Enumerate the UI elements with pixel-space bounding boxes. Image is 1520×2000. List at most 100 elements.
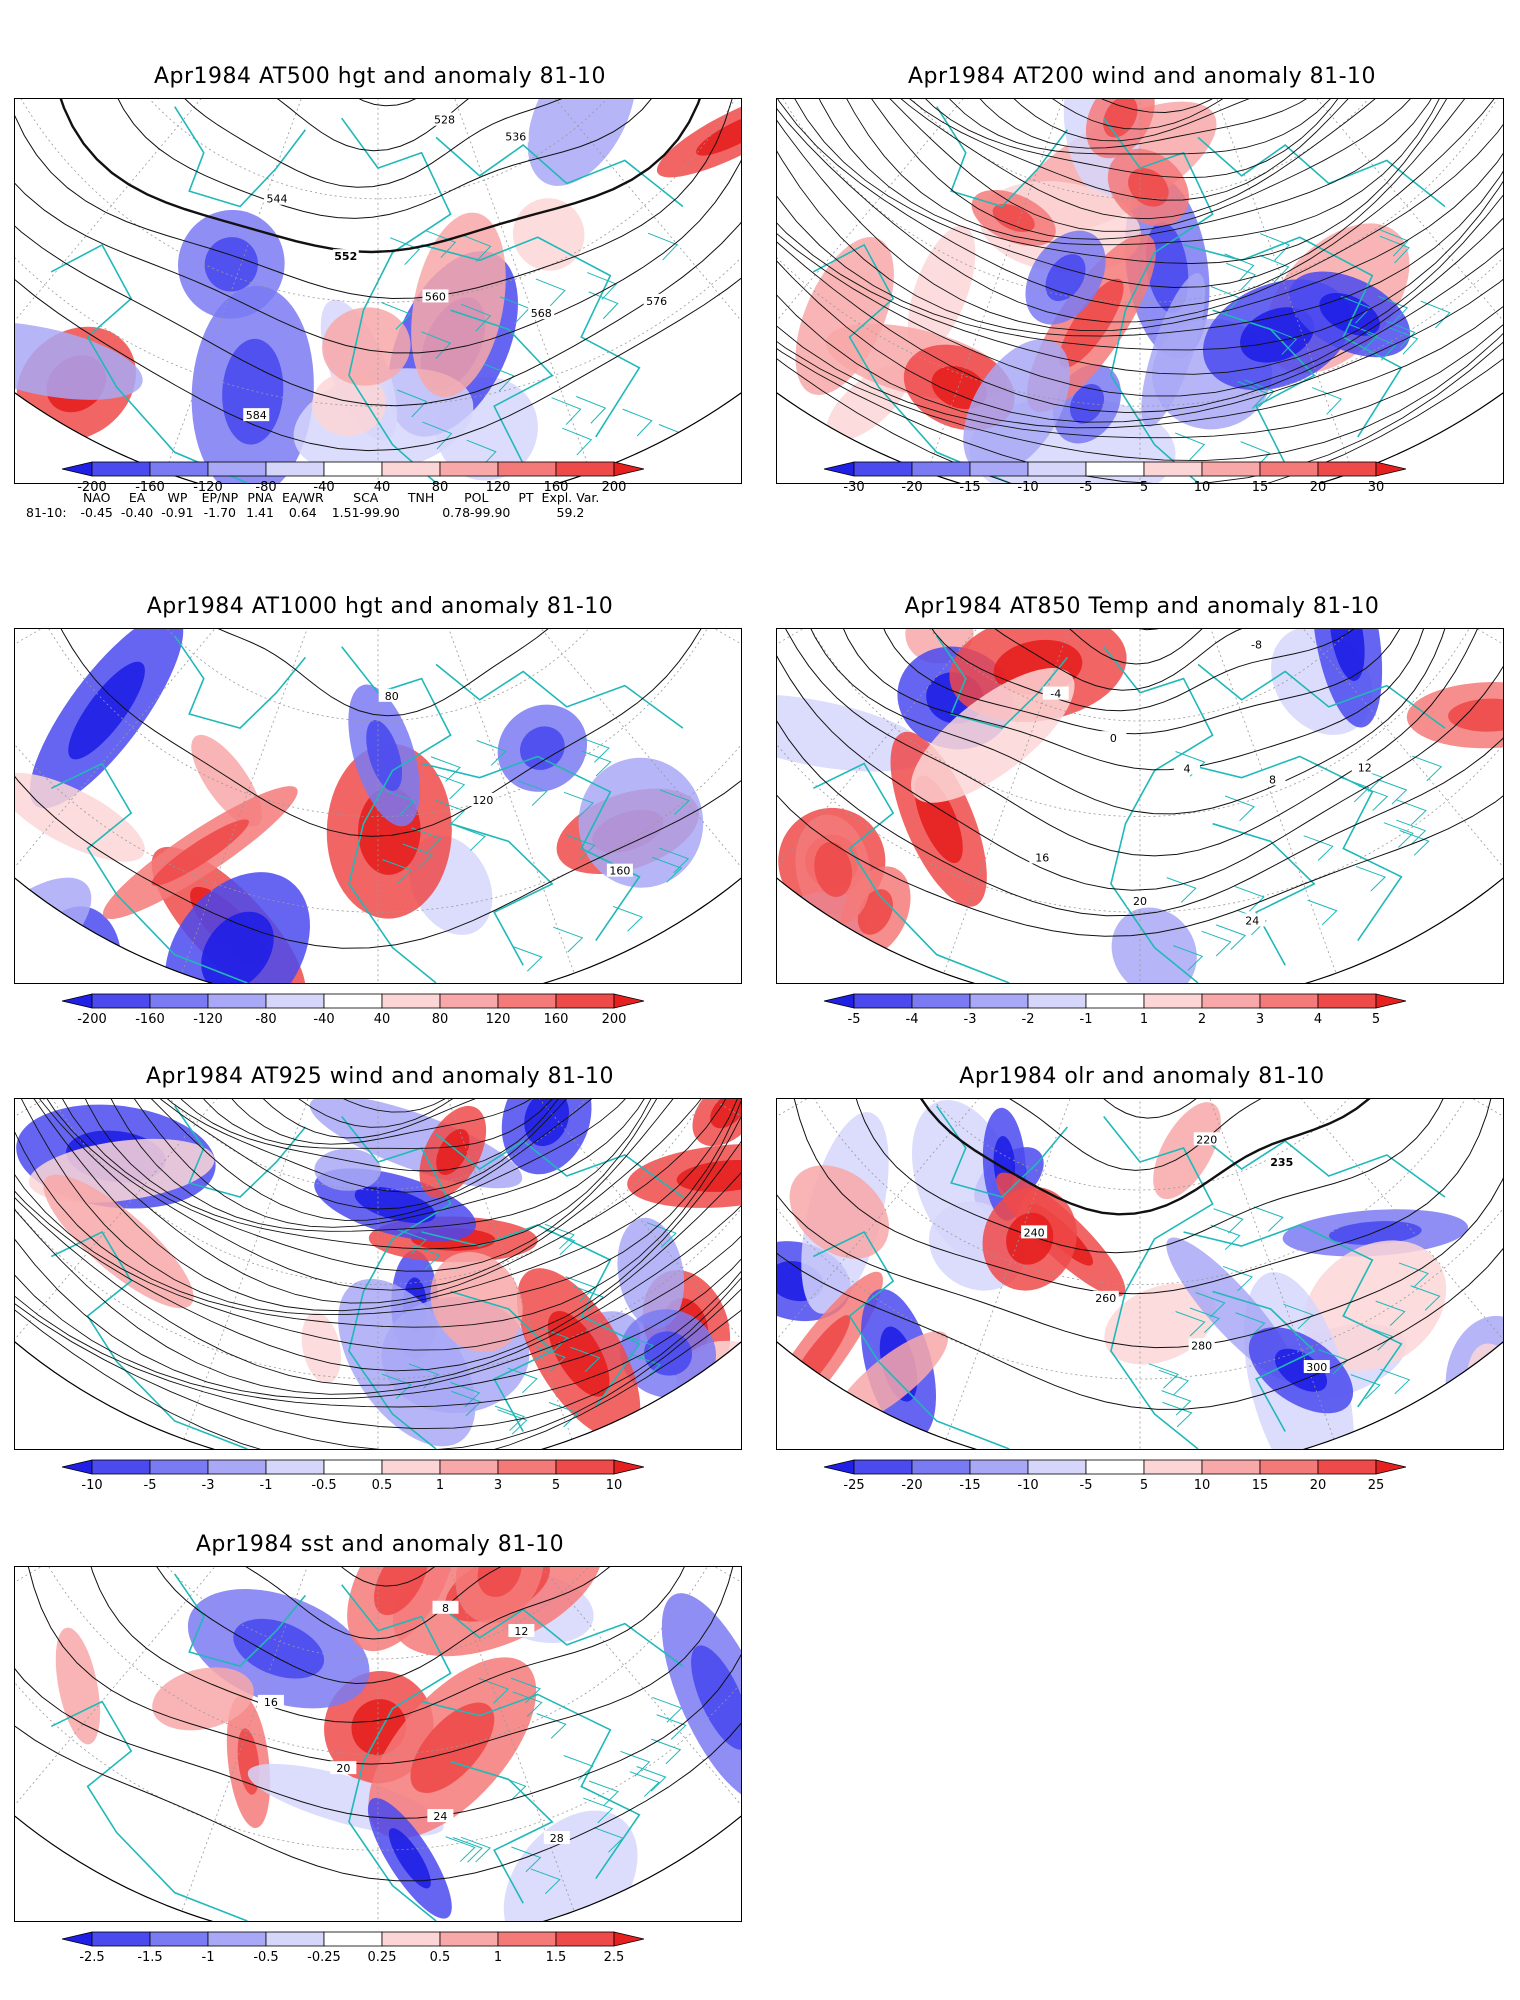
political-border <box>1339 776 1370 803</box>
political-border <box>544 1223 575 1250</box>
contour-label: 16 <box>264 1696 278 1709</box>
contour-label: 576 <box>646 295 667 308</box>
coastline <box>450 822 554 966</box>
contour-label: 20 <box>1133 895 1147 908</box>
political-border <box>1215 924 1247 951</box>
coastline <box>1212 822 1316 966</box>
meridian-line <box>15 99 379 365</box>
contour-line <box>15 629 741 837</box>
colorbar-swatch <box>149 1459 209 1475</box>
colorbar-swatch <box>1201 461 1261 477</box>
map-plot: 8 12 16 20 24 28 <box>14 1566 742 1922</box>
index-value: 1.51-99.90 <box>331 505 400 520</box>
political-border <box>430 756 461 782</box>
political-border <box>563 1755 594 1781</box>
colorbar-swatch <box>823 993 855 1009</box>
political-border <box>1396 799 1427 826</box>
colorbar-svg: -200 -160 -120 -80 -40 40 80 120 160 200 <box>61 461 645 495</box>
index-value: 0.64 <box>288 505 317 520</box>
political-border <box>1210 1224 1241 1250</box>
colorbar-swatch <box>497 461 557 477</box>
contour-line <box>170 1567 576 1587</box>
anomaly-shading <box>676 1159 741 1192</box>
colorbar-tick-label: -1 <box>260 1478 273 1493</box>
meridian-line <box>943 629 1141 974</box>
political-border <box>1253 1206 1284 1232</box>
map-plot: 220 235 240 260 280 300 <box>776 1098 1504 1450</box>
political-border <box>402 843 433 870</box>
political-border <box>512 946 543 972</box>
streamline <box>927 99 1365 113</box>
political-border <box>1222 1265 1253 1292</box>
contour-line <box>15 629 741 949</box>
contour-line <box>810 629 1461 771</box>
colorbar-swatch <box>613 1931 645 1947</box>
meridian-line <box>377 1567 741 1812</box>
colorbar-swatch <box>1375 993 1407 1009</box>
streamline <box>797 99 1469 232</box>
colorbar-swatch <box>381 461 441 477</box>
political-border <box>461 303 492 332</box>
colorbar-tick-label: -30 <box>843 480 864 495</box>
colorbar-swatch <box>265 1931 325 1947</box>
streamline <box>15 1099 741 1351</box>
streamline <box>151 1099 595 1139</box>
latitude-circle <box>777 629 1503 913</box>
anomaly-shading <box>1104 1283 1216 1365</box>
colorbar-swatch <box>1085 993 1145 1009</box>
coastline <box>1197 136 1446 208</box>
streamline <box>866 99 1416 179</box>
political-border <box>581 750 612 777</box>
coastline <box>421 755 641 941</box>
colorbar-tick-label: 10 <box>1194 1478 1211 1493</box>
anomaly-shading <box>43 1174 194 1309</box>
colorbar-svg: -2.5 -1.5 -1 -0.5 -0.25 0.25 0.5 1 1.5 2.5 <box>61 1931 645 1965</box>
contour-label: 120 <box>472 794 493 807</box>
political-border <box>562 427 593 456</box>
political-border <box>1375 1300 1406 1326</box>
colorbar-swatch <box>969 993 1029 1009</box>
anomaly-shading <box>910 668 1075 803</box>
colorbar-tick-label: -160 <box>135 1012 165 1027</box>
political-border <box>593 1827 624 1853</box>
index-header: TNH <box>407 490 435 505</box>
contour-line <box>807 1099 1480 1254</box>
panel-title: Apr1984 olr and anomaly 81-10 <box>959 1064 1325 1089</box>
coastline <box>450 309 554 465</box>
colorbar-sst: -2.5 -1.5 -1 -0.5 -0.25 0.25 0.5 1 1.5 2.5 <box>60 1931 646 1972</box>
coastline <box>174 635 307 730</box>
coastline <box>435 136 684 208</box>
coastline <box>174 1105 307 1198</box>
map-svg: 8 12 16 20 24 28 <box>15 1567 741 1921</box>
colorbar-swatch <box>323 461 383 477</box>
colorbar-swatch <box>1317 461 1377 477</box>
colorbar-swatch <box>1317 1459 1377 1475</box>
colorbar-tick-label: -10 <box>81 1478 102 1493</box>
streamline <box>127 1099 648 1172</box>
political-border <box>512 1691 543 1717</box>
anomaly-shading <box>1329 629 1365 681</box>
index-value: -1.70 <box>203 505 237 520</box>
colorbar-tick-label: 25 <box>1368 1478 1385 1493</box>
political-border <box>1358 785 1389 811</box>
anomaly-shading <box>814 842 853 897</box>
colorbar-swatch <box>853 461 913 477</box>
colorbar-tick-label: -1 <box>1080 1012 1093 1027</box>
map-plot: -8 -4 0 4 8 12 16 20 24 <box>776 628 1504 984</box>
index-header: PT <box>518 490 534 505</box>
colorbar-swatch <box>439 461 499 477</box>
latitude-circle <box>777 99 1503 303</box>
contour-label: 235 <box>1270 1156 1293 1169</box>
anomaly-shading <box>547 1311 610 1397</box>
streamline <box>15 1099 740 1291</box>
contour-label: 28 <box>550 1832 564 1845</box>
index-header: EA <box>128 490 146 505</box>
streamline <box>777 99 1503 337</box>
political-border <box>1362 1325 1393 1351</box>
contour-line <box>845 1099 1441 1216</box>
meridian-line <box>926 99 1141 473</box>
coastline <box>1212 1290 1316 1432</box>
streamline <box>777 99 1503 288</box>
political-border <box>1234 885 1265 912</box>
political-border <box>1161 1390 1192 1416</box>
